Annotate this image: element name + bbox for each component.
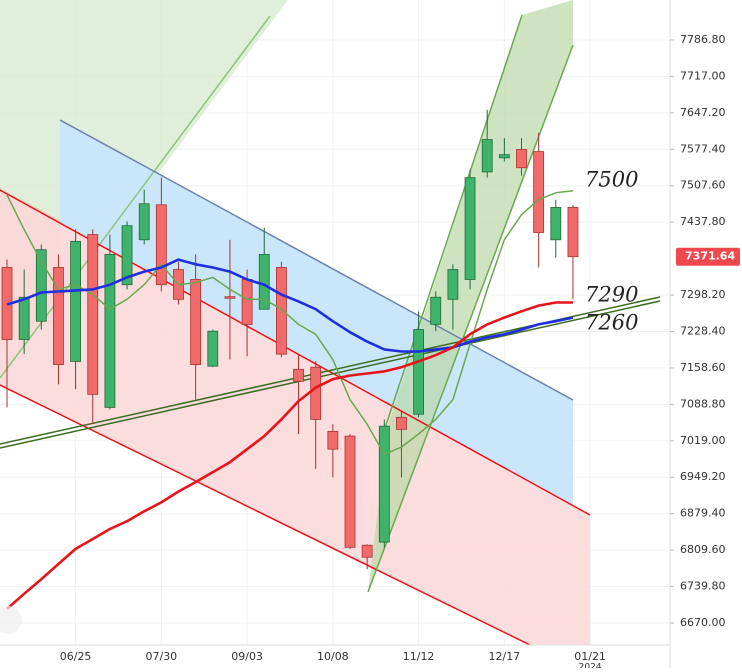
moving-average [6, 258, 574, 353]
candle-body [275, 267, 287, 355]
candle-body [481, 139, 493, 173]
annotation: 7260 [585, 311, 638, 335]
y-tick-label: 7158.60 [680, 361, 726, 374]
x-tick-label: 06/25 [60, 650, 92, 663]
x-tick-label: 09/03 [231, 650, 263, 663]
candle-body [155, 204, 167, 286]
y-tick-label: 7577.40 [680, 142, 726, 155]
candle-body [241, 279, 253, 325]
candle-body [550, 207, 562, 241]
candle-body [430, 296, 442, 325]
candle-body [396, 416, 407, 430]
moving-average [6, 301, 573, 610]
annotation: 7290 [585, 283, 638, 307]
candle-body [447, 269, 459, 300]
y-tick-label: 7786.80 [680, 33, 726, 46]
x-tick-label: 07/30 [145, 650, 177, 663]
channel-line [59, 119, 574, 401]
x-tick-label: 01/21 [574, 650, 606, 663]
candle-body [327, 431, 339, 450]
price-tag [676, 247, 740, 266]
candle-body [413, 329, 425, 415]
y-tick-label: 7019.00 [680, 434, 726, 447]
candle-body [344, 435, 356, 548]
channel-fill [0, 190, 590, 645]
candle-body [138, 203, 150, 241]
y-tick-label: 7717.00 [680, 69, 726, 82]
candle-body [121, 225, 133, 286]
watermark [0, 606, 22, 634]
axis: 6670.00 6739.80 6809.60 6879.40 6949.20 7019.… [60, 33, 740, 672]
candle-body [224, 296, 236, 299]
y-tick-label: 6809.60 [680, 543, 726, 556]
candle-body [533, 151, 545, 233]
x-tick-label: 12/17 [488, 650, 520, 663]
y-tick-label: 6670.00 [680, 616, 726, 629]
y-tick-label: 6879.40 [680, 507, 726, 520]
candle-body [293, 368, 304, 382]
candle-body [361, 544, 373, 558]
candle-body [567, 207, 579, 258]
y-tick-label: 7507.60 [680, 179, 726, 192]
candle-body [207, 330, 219, 367]
price-tag-label: 7371.64 [685, 250, 735, 263]
y-tick-label: 7088.80 [680, 397, 726, 410]
y-tick-label: 7647.20 [680, 106, 726, 119]
candle-body [18, 296, 30, 340]
candle-body [35, 249, 47, 322]
candle-body [464, 177, 476, 280]
candle-body [87, 234, 99, 395]
annotation: 7500 [585, 168, 638, 192]
candle-body [378, 425, 390, 543]
moving-average [6, 189, 573, 456]
candle-body [190, 279, 202, 365]
candle-body [516, 149, 527, 169]
y-tick-label: 7228.40 [680, 324, 726, 337]
trend-line [0, 300, 661, 449]
marks [1, 109, 579, 610]
x-tick-label: 10/08 [317, 650, 349, 663]
y-tick-label: 7437.80 [680, 215, 726, 228]
y-tick-label: 7298.20 [680, 288, 726, 301]
channel-line [0, 189, 591, 516]
candle-body [498, 154, 510, 159]
y-tick-label: 6949.20 [680, 470, 726, 483]
channel-line [384, 14, 523, 429]
candle-body [310, 366, 322, 420]
candle-body [104, 254, 116, 408]
candle-body [70, 240, 81, 362]
candle-body [53, 267, 64, 365]
y-tick-label: 6739.80 [680, 580, 726, 593]
x-tick-label: 11/12 [403, 650, 435, 663]
x-year-label: 2024 [579, 663, 602, 669]
